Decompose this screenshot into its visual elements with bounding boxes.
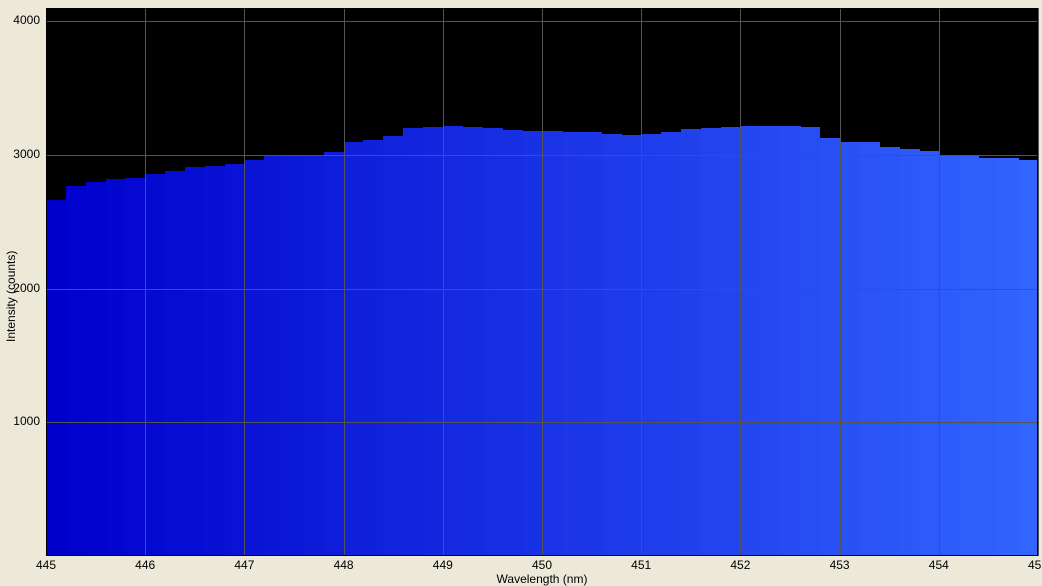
- data-bar: [106, 179, 127, 556]
- grid-v: [641, 8, 642, 556]
- data-bar: [185, 167, 206, 556]
- y-tick-label: 4000: [0, 13, 40, 27]
- grid-v: [443, 8, 444, 556]
- chart-container: 1000200030004000 44544644744844945045145…: [0, 0, 1042, 586]
- x-tick-label: 446: [125, 558, 165, 572]
- data-bar: [86, 182, 107, 556]
- data-bar: [978, 158, 999, 556]
- grid-h: [46, 289, 1038, 290]
- data-bar: [66, 186, 87, 556]
- x-tick-label: 447: [224, 558, 264, 572]
- data-bar: [264, 156, 285, 556]
- grid-v: [740, 8, 741, 556]
- data-bar: [641, 134, 662, 556]
- data-bar: [363, 140, 384, 556]
- y-axis-label: Intensity (counts): [4, 251, 18, 342]
- data-bar: [324, 152, 345, 556]
- data-bar: [959, 156, 980, 556]
- data-bar: [423, 127, 444, 556]
- data-bar: [939, 155, 960, 556]
- grid-v: [939, 8, 940, 556]
- data-bar: [46, 200, 67, 556]
- x-tick-label: 445: [26, 558, 66, 572]
- x-tick-label: 449: [423, 558, 463, 572]
- x-tick-label: 451: [621, 558, 661, 572]
- data-bar: [740, 126, 761, 556]
- data-bar: [582, 132, 603, 556]
- data-bar: [661, 132, 682, 556]
- x-tick-label: 455: [1018, 558, 1042, 572]
- data-bar: [522, 131, 543, 556]
- x-tick-label: 454: [919, 558, 959, 572]
- x-tick-label: 448: [324, 558, 364, 572]
- data-bar: [820, 138, 841, 556]
- grid-v: [1038, 8, 1039, 556]
- grid-v: [244, 8, 245, 556]
- data-bar: [1018, 160, 1039, 556]
- data-bar: [205, 166, 226, 556]
- data-bar: [344, 142, 365, 556]
- data-bar: [125, 178, 146, 556]
- grid-h: [46, 21, 1038, 22]
- data-bar: [899, 149, 920, 556]
- grid-v: [145, 8, 146, 556]
- data-bar: [562, 132, 583, 556]
- data-bar: [602, 134, 623, 556]
- data-bar: [165, 171, 186, 556]
- grid-h: [46, 155, 1038, 156]
- grid-v: [46, 8, 47, 556]
- data-bar: [780, 126, 801, 556]
- grid-h: [46, 422, 1038, 423]
- data-bar: [463, 127, 484, 556]
- data-bar: [403, 128, 424, 556]
- data-bar: [284, 155, 305, 556]
- plot-area: [46, 8, 1038, 556]
- data-bar: [840, 142, 861, 556]
- data-bar: [859, 142, 880, 556]
- data-bar: [919, 151, 940, 556]
- data-bar: [800, 127, 821, 556]
- x-tick-label: 452: [720, 558, 760, 572]
- data-bar: [760, 126, 781, 556]
- x-tick-label: 453: [820, 558, 860, 572]
- data-bar: [502, 130, 523, 556]
- data-bar: [621, 135, 642, 556]
- data-bar: [443, 126, 464, 556]
- x-axis-label: Wavelength (nm): [46, 572, 1038, 586]
- x-tick-label: 450: [522, 558, 562, 572]
- grid-v: [542, 8, 543, 556]
- data-bar: [542, 131, 563, 556]
- data-bar: [304, 155, 325, 556]
- data-bar: [879, 147, 900, 556]
- y-tick-label: 1000: [0, 414, 40, 428]
- data-bar: [701, 128, 722, 556]
- grid-v: [840, 8, 841, 556]
- data-bar: [383, 136, 404, 556]
- data-bar: [482, 128, 503, 556]
- y-tick-label: 3000: [0, 147, 40, 161]
- data-bar: [681, 129, 702, 556]
- data-bar: [225, 164, 246, 556]
- grid-v: [344, 8, 345, 556]
- data-bar: [998, 158, 1019, 556]
- data-bar: [244, 160, 265, 556]
- data-bar: [145, 174, 166, 556]
- data-bar: [721, 127, 742, 556]
